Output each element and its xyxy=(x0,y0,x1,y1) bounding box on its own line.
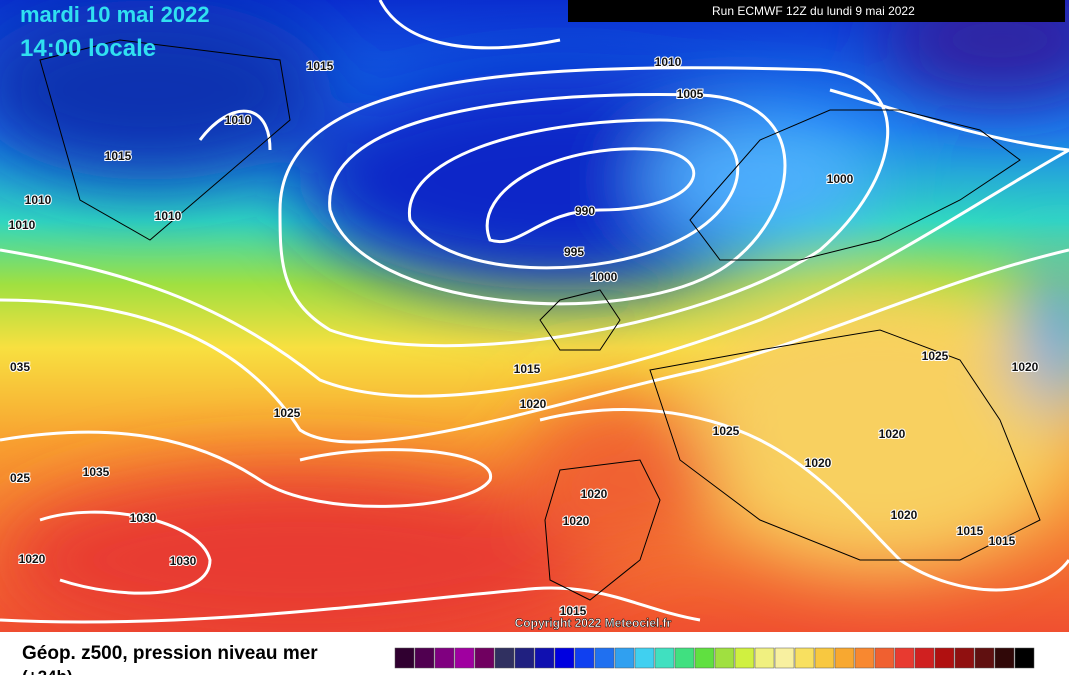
scale-swatch xyxy=(1014,647,1035,669)
isobar-label: 1015 xyxy=(957,524,984,538)
isobar-label: 1025 xyxy=(274,406,301,420)
isobar-label: 025 xyxy=(10,471,30,485)
scale-swatch xyxy=(654,647,675,669)
footer-title: Géop. z500, pression niveau mer xyxy=(22,643,318,664)
isobar-label: 1005 xyxy=(677,87,704,101)
scale-swatch xyxy=(994,647,1015,669)
isobar-label: 1020 xyxy=(563,514,590,528)
scale-swatch xyxy=(714,647,735,669)
isobar-label: 1015 xyxy=(105,149,132,163)
isobar-label: 1020 xyxy=(581,487,608,501)
isobar-label: 990 xyxy=(575,204,595,218)
scale-swatch xyxy=(914,647,935,669)
scale-swatch xyxy=(954,647,975,669)
scale-swatch xyxy=(594,647,615,669)
scale-swatch xyxy=(814,647,835,669)
coastlines xyxy=(39,39,1041,601)
isobar-label: 995 xyxy=(564,245,584,259)
scale-swatch xyxy=(474,647,495,669)
scale-swatch xyxy=(414,647,435,669)
scale-swatch xyxy=(394,647,415,669)
isobar-label: 1020 xyxy=(891,508,918,522)
scale-swatch xyxy=(534,647,555,669)
scale-swatch xyxy=(514,647,535,669)
isobar-label: 1000 xyxy=(591,270,618,284)
scale-swatch xyxy=(754,647,775,669)
isobar-labels: 1015 1010 1005 1010 1015 1010 1010 1010 1000 990 9… xyxy=(8,54,1040,619)
scale-swatch xyxy=(974,647,995,669)
isobar-label: 1030 xyxy=(170,554,197,568)
copyright: Copyright 2022 Meteociel.fr xyxy=(515,616,672,630)
isobar-label: 1010 xyxy=(9,218,36,232)
isobar-label: 1025 xyxy=(922,349,949,363)
isobar-label: 1015 xyxy=(560,604,587,618)
forecast-time: 14:00 locale xyxy=(20,35,156,62)
scale-swatch xyxy=(494,647,515,669)
isobar-label: 1015 xyxy=(307,59,334,73)
isobar-label: 1000 xyxy=(827,172,854,186)
forecast-date: mardi 10 mai 2022 xyxy=(20,2,210,27)
isobar-label: 1010 xyxy=(225,113,252,127)
scale-swatch xyxy=(614,647,635,669)
isobar-label: 1035 xyxy=(83,465,110,479)
scale-swatch xyxy=(894,647,915,669)
scale-swatch xyxy=(634,647,655,669)
isobar-label: 1020 xyxy=(19,552,46,566)
run-info: Run ECMWF 12Z du lundi 9 mai 2022 xyxy=(712,4,915,18)
isobar-label: 1015 xyxy=(989,534,1016,548)
color-scale xyxy=(394,647,1035,669)
isobar-label: 1015 xyxy=(514,362,541,376)
isobars xyxy=(0,0,1069,622)
scale-swatch xyxy=(834,647,855,669)
scale-swatch xyxy=(694,647,715,669)
isobar-label: 1010 xyxy=(155,209,182,223)
scale-swatch xyxy=(774,647,795,669)
scale-swatch xyxy=(454,647,475,669)
scale-swatch xyxy=(674,647,695,669)
isobar-label: 035 xyxy=(10,360,30,374)
scale-swatch xyxy=(554,647,575,669)
scale-swatch xyxy=(854,647,875,669)
scale-swatch xyxy=(574,647,595,669)
isobar-label: 1020 xyxy=(879,427,906,441)
scale-swatch xyxy=(734,647,755,669)
isobar-label: 1025 xyxy=(713,424,740,438)
footer-subtitle: (+24h) xyxy=(22,667,73,675)
isobar-label: 1010 xyxy=(25,193,52,207)
scale-swatch xyxy=(934,647,955,669)
isobar-label: 1020 xyxy=(1012,360,1039,374)
isobar-label: 1020 xyxy=(520,397,547,411)
isobar-label: 1010 xyxy=(655,55,682,69)
scale-swatch xyxy=(874,647,895,669)
isobar-label: 1030 xyxy=(130,511,157,525)
scale-swatch xyxy=(434,647,455,669)
run-banner xyxy=(568,0,1065,22)
scale-swatch xyxy=(794,647,815,669)
isobar-label: 1020 xyxy=(805,456,832,470)
